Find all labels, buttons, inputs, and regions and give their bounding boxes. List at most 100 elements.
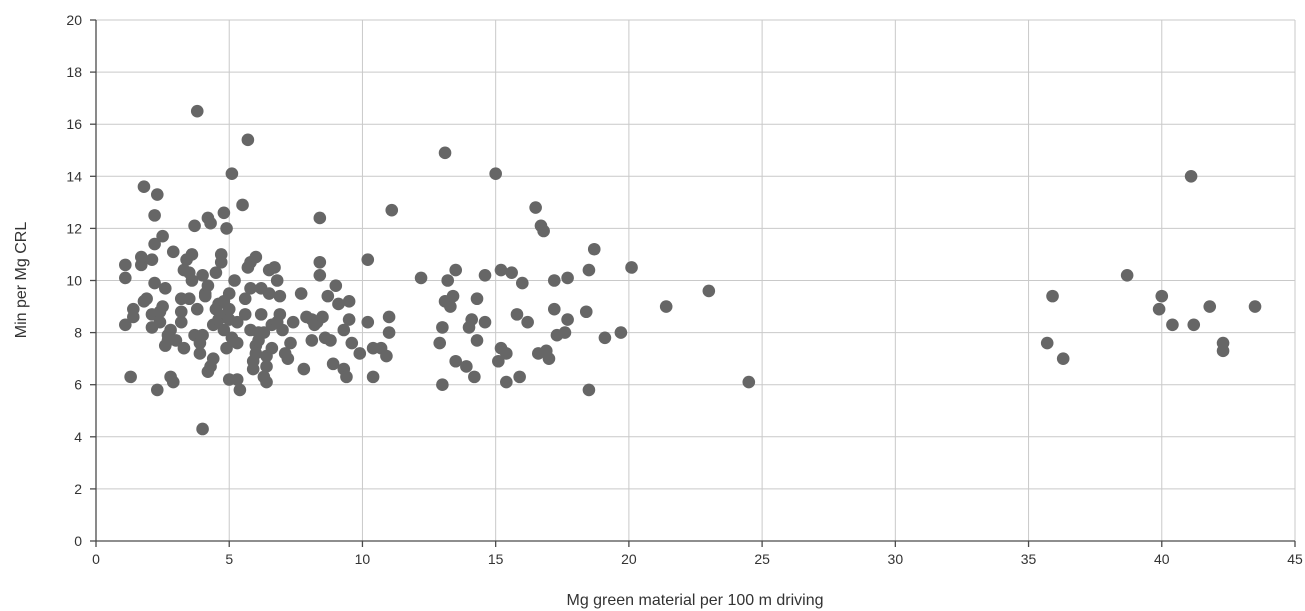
data-point [182,292,196,306]
y-tick-label: 14 [66,168,82,184]
data-point [1184,170,1198,183]
y-tick-label: 0 [74,533,82,549]
data-point [244,282,257,295]
data-point [587,242,601,256]
data-point [460,360,473,373]
data-point [492,354,505,368]
data-point [238,308,252,321]
data-point [561,271,574,285]
y-tick-label: 8 [74,325,82,341]
data-point [361,253,375,266]
data-point [150,188,164,201]
data-point [158,282,172,295]
data-point [297,362,311,376]
data-point [134,250,148,264]
data-point [614,326,628,339]
y-tick-label: 16 [66,116,82,132]
data-point [659,300,673,313]
data-point [169,334,183,347]
data-point [276,323,289,337]
data-point [140,292,153,306]
x-tick-label: 20 [621,551,637,567]
data-point [444,300,457,313]
data-point [742,375,756,389]
data-point [217,323,231,337]
axes [90,19,1296,547]
y-tick-label: 6 [74,377,82,393]
data-point [254,308,268,321]
data-point [1046,289,1059,303]
data-point [438,146,452,160]
data-point [198,289,212,303]
data-point [494,263,508,277]
data-point [521,315,534,329]
data-point [433,336,447,350]
data-point [324,334,337,347]
x-tick-label: 0 [92,551,100,567]
data-point [468,370,481,384]
data-point [137,180,151,194]
data-point [220,341,233,355]
x-tick-label: 35 [1021,551,1037,567]
data-point [153,315,167,329]
data-point [1155,289,1169,303]
data-point [166,245,180,259]
data-point [313,268,327,282]
data-point [273,289,287,303]
x-tick-label: 45 [1287,551,1303,567]
data-point [382,310,396,324]
data-point [337,323,351,337]
data-point [177,341,191,355]
data-point [547,274,561,287]
data-point [119,318,132,332]
x-tick-label: 10 [355,551,371,567]
data-point [353,347,367,360]
data-point [206,352,220,365]
data-point [236,198,249,212]
data-point [500,347,513,360]
data-point [316,310,329,324]
data-point [1056,352,1070,365]
data-point [414,271,428,285]
data-point [478,315,492,329]
data-point [342,295,356,308]
data-point [382,326,396,339]
data-point [385,203,399,217]
data-point [220,222,233,235]
data-point [228,274,241,287]
data-point [249,250,263,264]
data-point [582,263,596,277]
data-point [313,255,327,269]
data-point [164,323,177,337]
data-point [196,268,209,282]
data-point [470,334,484,347]
data-point [148,237,161,251]
data-point [449,354,463,368]
data-point [380,349,393,363]
data-point [625,261,638,274]
data-point [465,313,478,326]
data-point [332,297,345,311]
data-point [257,326,271,339]
data-point [119,258,132,272]
data-point [537,224,550,238]
x-tick-label: 25 [754,551,770,567]
data-point [241,133,255,147]
data-point [156,229,169,243]
gridlines [96,19,1296,541]
data-point [260,375,273,389]
data-point [265,341,279,355]
data-point [193,347,207,360]
data-point [233,383,247,397]
data-point [579,305,593,319]
data-point [1040,336,1054,350]
data-point [148,276,161,290]
y-tick-label: 2 [74,481,82,497]
data-point [249,347,263,360]
y-tick-label: 4 [74,429,82,445]
data-point [230,336,244,350]
data-point [1248,300,1262,313]
data-point [510,308,524,321]
tick-labels: 0 5 10 15 20 25 30 35 40 45 0 2 4 6 8 10 12 14 16 18 20 [66,12,1303,567]
data-point [188,219,201,233]
